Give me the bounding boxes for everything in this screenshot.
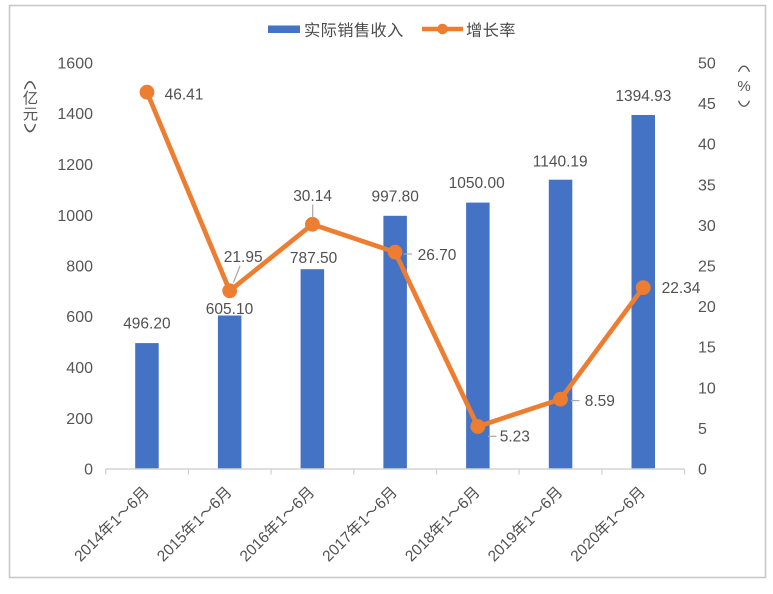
svg-text:5: 5 [698,421,707,438]
svg-text:1200: 1200 [57,157,93,174]
svg-text:15: 15 [698,340,716,357]
svg-text:46.41: 46.41 [165,87,204,104]
svg-text:1400: 1400 [57,106,93,123]
svg-text:1050.00: 1050.00 [449,175,505,192]
svg-text:30: 30 [698,218,716,235]
svg-text:2017: 2017 [319,529,355,565]
svg-text:1: 1 [272,512,290,530]
svg-text:600: 600 [66,309,93,326]
svg-text:22.34: 22.34 [662,280,701,297]
svg-text:997.80: 997.80 [371,188,419,205]
svg-text:2018: 2018 [402,529,438,565]
svg-text:1140.19: 1140.19 [533,154,588,171]
svg-text:5.23: 5.23 [500,429,530,446]
svg-text:2020: 2020 [568,529,605,566]
svg-text:25: 25 [698,259,716,276]
svg-text:1394.93: 1394.93 [615,88,671,105]
svg-text:30.14: 30.14 [293,188,332,205]
svg-text:2015: 2015 [154,529,190,565]
svg-text:1: 1 [438,512,456,530]
svg-text:%: % [737,78,750,95]
svg-text:800: 800 [66,259,93,276]
svg-text:2019: 2019 [485,529,521,565]
svg-text:26.70: 26.70 [418,247,457,264]
svg-text:0: 0 [84,462,93,479]
svg-text:40: 40 [698,137,716,154]
svg-text:45: 45 [698,96,716,113]
svg-text:1: 1 [189,512,207,530]
svg-text:8.59: 8.59 [585,393,615,410]
svg-text:787.50: 787.50 [290,250,338,267]
svg-text:1: 1 [520,512,538,530]
svg-text:400: 400 [66,360,93,377]
svg-text:50: 50 [698,56,716,73]
svg-text:35: 35 [698,177,716,194]
svg-text:2016: 2016 [237,529,273,565]
svg-text:2014: 2014 [71,529,108,566]
svg-text:1600: 1600 [57,56,93,73]
svg-text:605.10: 605.10 [206,301,254,318]
svg-text:20: 20 [698,299,716,316]
svg-text:10: 10 [698,380,716,397]
svg-text:0: 0 [698,462,707,479]
svg-text:1: 1 [107,512,125,530]
svg-text:200: 200 [66,411,93,428]
svg-text:21.95: 21.95 [224,249,263,266]
svg-text:1: 1 [603,512,621,530]
svg-text:1: 1 [355,512,373,530]
svg-text:1000: 1000 [57,208,93,225]
svg-text:496.20: 496.20 [123,316,171,333]
